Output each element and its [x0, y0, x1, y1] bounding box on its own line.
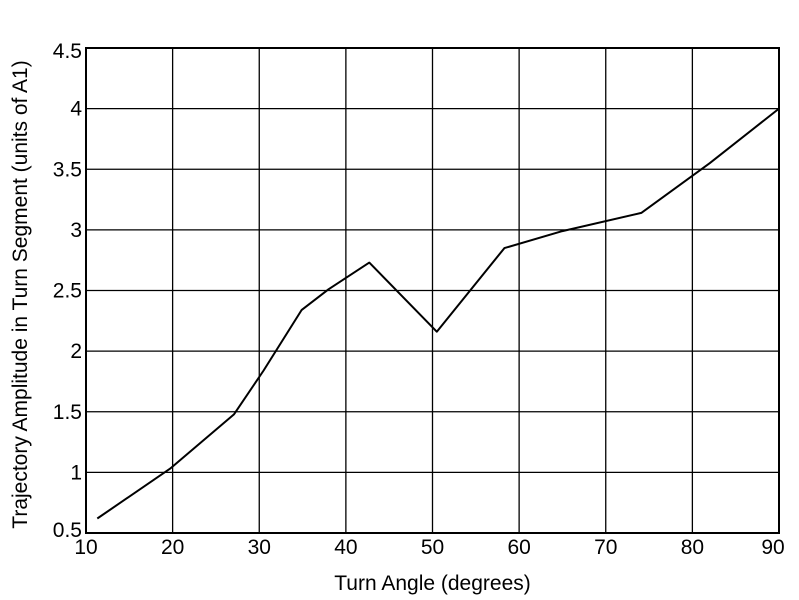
x-tick-label: 90 [761, 536, 784, 559]
y-tick-label: 0.5 [53, 519, 82, 542]
y-tick-label: 2.5 [53, 280, 82, 303]
y-tick-label: 3 [70, 219, 82, 242]
y-tick-labels: 0.5 1 1.5 2 2.5 3 3.5 4 4.5 [53, 40, 83, 542]
x-tick-label: 40 [334, 536, 357, 559]
y-tick-label: 3.5 [53, 158, 82, 181]
x-tick-label: 20 [161, 536, 184, 559]
x-tick-labels: 10 20 30 40 50 60 70 80 90 [74, 536, 784, 559]
y-tick-label: 4.5 [53, 40, 82, 63]
series-layer [96, 107, 780, 520]
y-tick-label: 4 [70, 98, 82, 121]
x-tick-label: 50 [421, 536, 444, 559]
x-tick-label: 60 [507, 536, 530, 559]
y-tick-label: 1.5 [53, 401, 82, 424]
plot-frame [85, 47, 780, 534]
series-line-0 [96, 107, 780, 520]
y-tick-label: 1 [70, 461, 82, 484]
x-tick-label: 80 [681, 536, 704, 559]
y-axis-label: Trajectory Amplitude in Turn Segment (un… [9, 60, 32, 528]
grid [86, 48, 779, 533]
x-axis-label: Turn Angle (degrees) [334, 572, 531, 595]
x-tick-label: 70 [594, 536, 617, 559]
x-tick-label: 10 [74, 536, 97, 559]
y-tick-label: 2 [70, 340, 82, 363]
x-tick-label: 30 [248, 536, 271, 559]
